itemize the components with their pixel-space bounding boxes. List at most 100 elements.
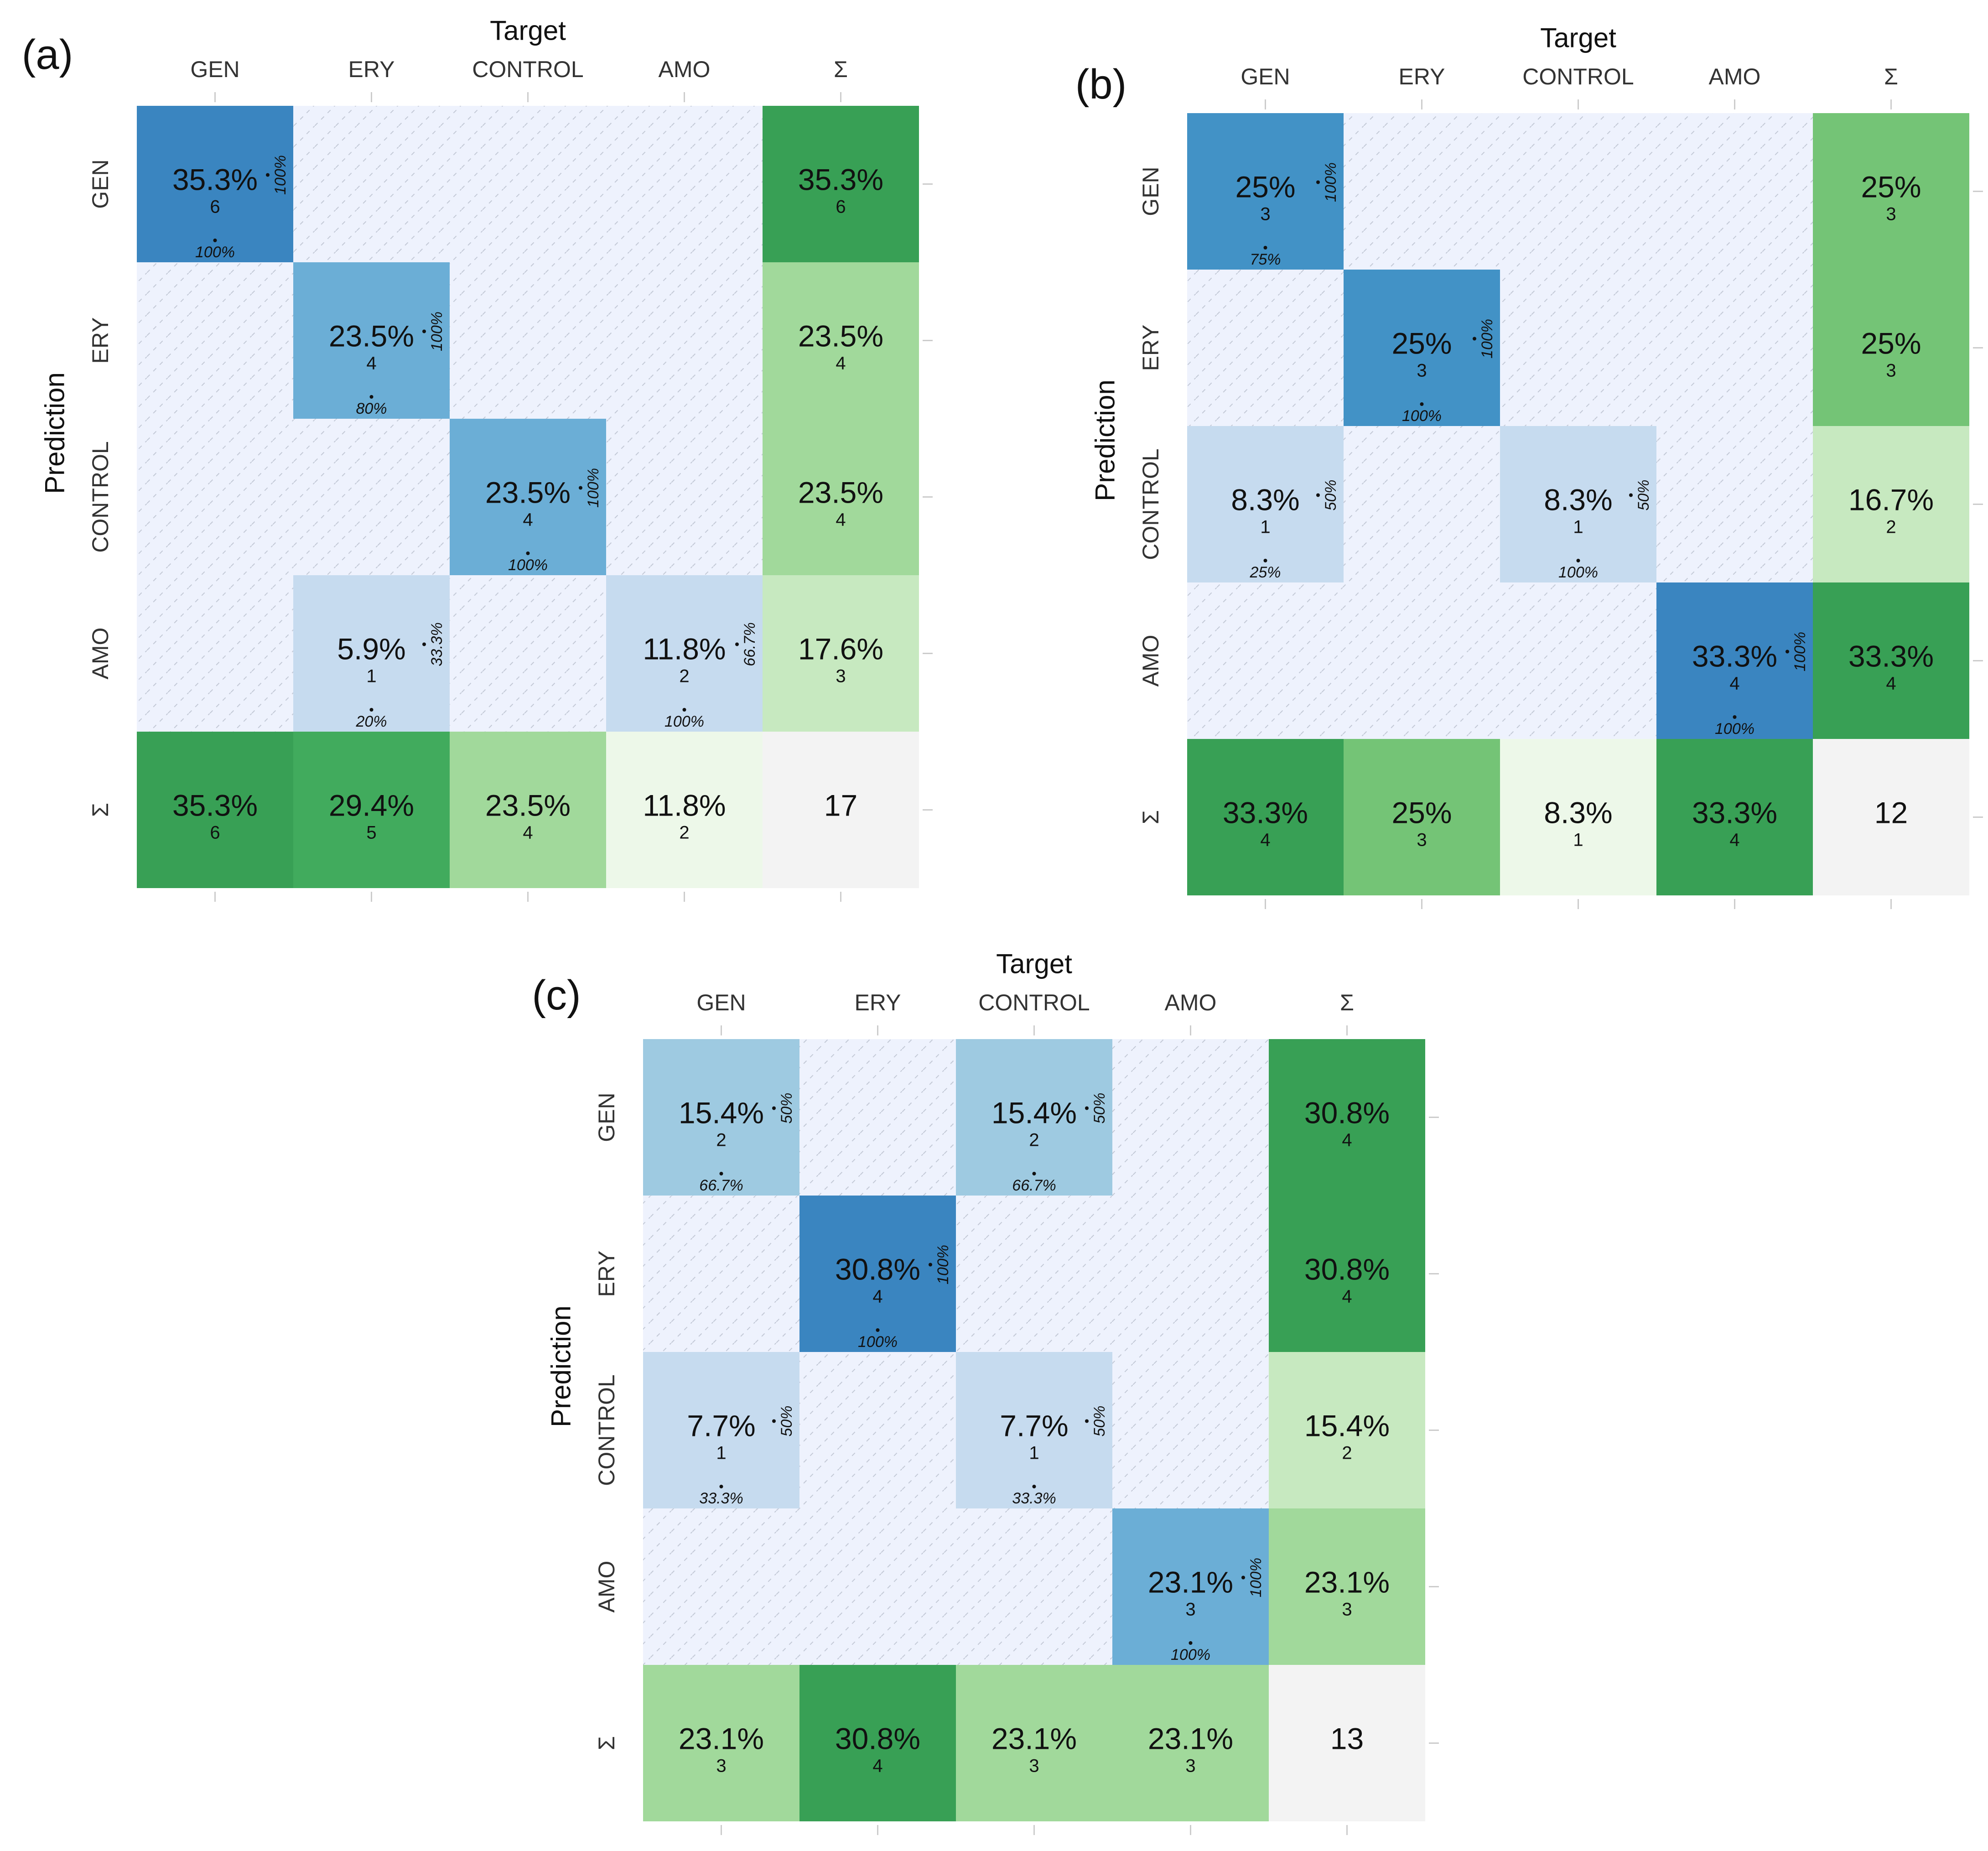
empty-cell-hatch (137, 419, 293, 575)
cell-col-percent: 20% (355, 713, 387, 730)
cell-row-percent: 100% (428, 312, 446, 351)
row-percent-dot (1241, 1575, 1245, 1580)
col-sum-count: 6 (210, 823, 220, 843)
cell-col-percent: 66.7% (1012, 1177, 1056, 1194)
y-tick-label: CONTROL (1138, 448, 1163, 560)
col-percent-dot (719, 1172, 723, 1175)
empty-cell-hatch (1112, 1352, 1269, 1508)
cell-col-percent: 80% (356, 400, 387, 417)
col-sum-cell (450, 732, 606, 888)
x-tick-label: AMO (659, 57, 711, 82)
col-sum-count: 3 (1029, 1756, 1039, 1776)
cell-percent: 7.7% (1000, 1409, 1068, 1443)
total-count: 13 (1330, 1722, 1364, 1756)
col-sum-count: 3 (1417, 830, 1427, 850)
y-tick-label: GEN (88, 159, 113, 208)
row-percent-dot (1786, 650, 1789, 654)
matrix-cell (293, 262, 450, 419)
row-sum-cell (1813, 582, 1969, 739)
matrix-cell (1187, 426, 1344, 582)
cell-count: 4 (872, 1287, 882, 1307)
col-sum-percent: 23.5% (485, 789, 571, 822)
cell-col-percent: 25% (1249, 564, 1281, 581)
y-tick-label: AMO (594, 1561, 619, 1613)
row-sum-percent: 23.1% (1304, 1565, 1390, 1599)
total-cell (763, 732, 919, 888)
col-sum-cell (1656, 739, 1813, 895)
row-sum-cell (1269, 1039, 1425, 1196)
empty-cell-hatch (293, 106, 450, 262)
y-tick-label: ERY (88, 317, 113, 364)
row-sum-percent: 16.7% (1848, 483, 1934, 517)
col-sum-cell (293, 732, 450, 888)
empty-cell-hatch (956, 1508, 1112, 1665)
empty-cell-hatch (606, 262, 763, 419)
row-percent-dot (422, 642, 426, 646)
cell-count: 1 (366, 666, 376, 686)
row-sum-percent: 15.4% (1304, 1409, 1390, 1443)
cell-col-percent: 100% (508, 556, 548, 574)
cell-row-percent: 100% (1322, 162, 1339, 202)
row-sum-count: 3 (1342, 1600, 1352, 1620)
col-sum-percent: 23.1% (679, 1722, 764, 1756)
x-tick-label: GEN (190, 57, 239, 82)
cell-row-percent: 50% (1091, 1092, 1108, 1123)
x-tick-label: CONTROL (1522, 64, 1634, 89)
row-sum-cell (763, 419, 919, 575)
row-sum-count: 4 (1342, 1130, 1352, 1150)
x-tick-label: Σ (1340, 990, 1354, 1015)
row-sum-count: 3 (1886, 204, 1896, 224)
matrix-cell (450, 419, 606, 575)
x-axis-title: Target (996, 949, 1072, 979)
matrix-cell (137, 106, 293, 262)
row-percent-dot (929, 1263, 932, 1267)
cell-percent: 35.3% (172, 163, 258, 197)
col-sum-count: 3 (1185, 1756, 1195, 1776)
col-sum-percent: 29.4% (329, 789, 414, 822)
cell-percent: 7.7% (687, 1409, 755, 1443)
cell-percent: 25% (1391, 327, 1452, 360)
cell-col-percent: 100% (1171, 1646, 1210, 1664)
cell-row-percent: 50% (1091, 1405, 1108, 1436)
cell-row-percent: 100% (1791, 632, 1809, 671)
cell-count: 2 (716, 1130, 726, 1150)
y-axis-title: Prediction (546, 1305, 576, 1427)
empty-cell-hatch (1344, 113, 1500, 270)
col-sum-count: 4 (523, 823, 533, 843)
col-sum-cell (1112, 1665, 1269, 1821)
col-sum-cell (1344, 739, 1500, 895)
col-sum-percent: 23.1% (1148, 1722, 1233, 1756)
col-sum-cell (137, 732, 293, 888)
y-tick-label: CONTROL (594, 1374, 619, 1486)
x-tick-label: AMO (1165, 990, 1217, 1015)
empty-cell-hatch (1656, 113, 1813, 270)
cell-count: 4 (366, 354, 376, 374)
y-tick-label: Σ (88, 803, 113, 817)
row-percent-dot (735, 642, 739, 646)
empty-cell-hatch (956, 1196, 1112, 1352)
row-sum-percent: 35.3% (798, 163, 883, 197)
y-tick-label: Σ (594, 1736, 619, 1750)
col-sum-percent: 35.3% (172, 789, 258, 822)
col-percent-dot (1032, 1172, 1036, 1175)
col-sum-cell (1187, 739, 1344, 895)
col-sum-cell (606, 732, 763, 888)
matrix-cell (606, 575, 763, 732)
empty-cell-hatch (606, 106, 763, 262)
col-percent-dot (1420, 402, 1424, 406)
empty-cell-hatch (1112, 1039, 1269, 1196)
cell-count: 2 (1029, 1130, 1039, 1150)
empty-cell-hatch (1112, 1196, 1269, 1352)
col-sum-count: 2 (679, 823, 689, 843)
row-sum-cell (1813, 113, 1969, 270)
row-sum-cell (1813, 270, 1969, 426)
x-tick-label: ERY (1399, 64, 1445, 89)
col-percent-dot (1032, 1485, 1036, 1488)
panel-label: (c) (532, 972, 581, 1019)
row-sum-count: 4 (836, 354, 846, 374)
col-sum-percent: 11.8% (643, 789, 726, 822)
cell-count: 3 (1260, 204, 1270, 224)
row-sum-percent: 23.5% (798, 476, 883, 510)
col-sum-percent: 33.3% (1223, 796, 1308, 830)
matrix-cell (1112, 1508, 1269, 1665)
